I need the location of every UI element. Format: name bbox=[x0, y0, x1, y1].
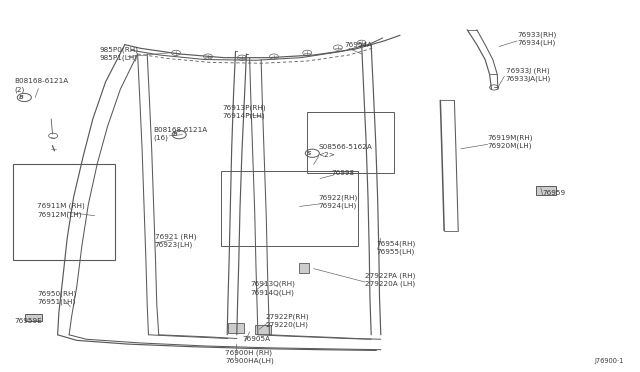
Text: 76913Q(RH)
76914Q(LH): 76913Q(RH) 76914Q(LH) bbox=[251, 281, 296, 296]
Text: 76933J (RH)
76933JA(LH): 76933J (RH) 76933JA(LH) bbox=[506, 67, 551, 82]
Text: 76911M (RH)
76912M(LH): 76911M (RH) 76912M(LH) bbox=[37, 203, 85, 218]
Text: 76919M(RH)
76920M(LH): 76919M(RH) 76920M(LH) bbox=[488, 135, 533, 150]
Text: 27922P(RH)
279220(LH): 27922P(RH) 279220(LH) bbox=[266, 313, 309, 328]
FancyBboxPatch shape bbox=[228, 323, 244, 333]
Text: J76900·1: J76900·1 bbox=[595, 358, 624, 364]
Text: B08168-6121A
(16): B08168-6121A (16) bbox=[154, 127, 208, 141]
Text: 27922PA (RH)
279220A (LH): 27922PA (RH) 279220A (LH) bbox=[365, 272, 415, 287]
Text: 76921 (RH)
76923(LH): 76921 (RH) 76923(LH) bbox=[155, 234, 196, 248]
Text: B: B bbox=[19, 95, 23, 100]
Text: 76922(RH)
76924(LH): 76922(RH) 76924(LH) bbox=[319, 194, 358, 209]
Text: 76913P(RH)
76914P(LH): 76913P(RH) 76914P(LH) bbox=[223, 104, 266, 119]
Text: 76900H (RH)
76900HA(LH): 76900H (RH) 76900HA(LH) bbox=[225, 349, 274, 364]
FancyBboxPatch shape bbox=[255, 325, 271, 334]
Text: B08168-6121A
(2): B08168-6121A (2) bbox=[14, 78, 68, 93]
Text: 76933(RH)
76934(LH): 76933(RH) 76934(LH) bbox=[517, 32, 556, 46]
Text: 985P0(RH)
985P1(LH): 985P0(RH) 985P1(LH) bbox=[99, 46, 138, 61]
Text: 76954(RH)
76955(LH): 76954(RH) 76955(LH) bbox=[376, 240, 415, 255]
Text: 76950(RH)
76951(LH): 76950(RH) 76951(LH) bbox=[37, 290, 76, 305]
Text: 76959: 76959 bbox=[543, 190, 566, 196]
FancyBboxPatch shape bbox=[299, 263, 309, 273]
Text: 76959E: 76959E bbox=[14, 318, 42, 324]
Text: 76954A: 76954A bbox=[344, 42, 372, 48]
FancyBboxPatch shape bbox=[536, 186, 556, 195]
Text: S: S bbox=[307, 151, 311, 156]
Text: 76905A: 76905A bbox=[242, 336, 270, 342]
Text: 76998: 76998 bbox=[332, 170, 355, 176]
FancyBboxPatch shape bbox=[25, 314, 42, 321]
Text: B: B bbox=[173, 132, 178, 137]
Text: S08566-5162A
<2>: S08566-5162A <2> bbox=[319, 144, 372, 157]
